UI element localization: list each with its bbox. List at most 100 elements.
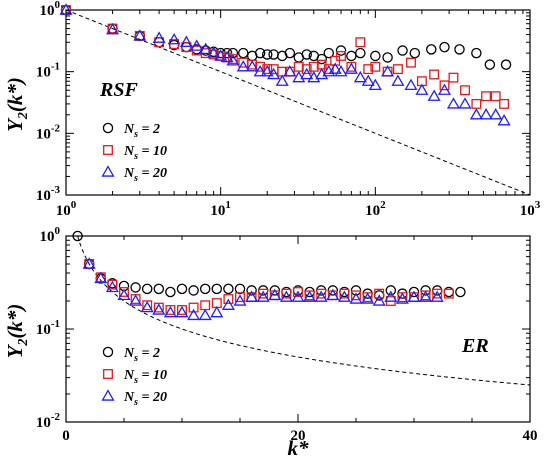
data-point-triangle — [175, 305, 189, 318]
x-tick-label: 101 — [210, 199, 231, 219]
x-axis-label: k* — [288, 436, 310, 460]
data-point-triangle — [415, 83, 429, 95]
data-point-triangle — [59, 3, 73, 15]
data-point-triangle — [279, 290, 293, 302]
legend-label-main: N — [123, 346, 135, 361]
data-point-triangle — [268, 288, 282, 301]
legend-marker-square — [103, 369, 113, 379]
data-point-square — [499, 98, 510, 109]
data-point-triangle — [353, 70, 367, 83]
legend-label-sub: s — [133, 151, 138, 162]
data-point-triangle — [361, 292, 375, 304]
data-point-circle — [355, 47, 366, 59]
tick-base: 10 — [520, 203, 535, 219]
data-point-triangle — [106, 22, 120, 35]
tick-exponent: 1 — [225, 199, 231, 211]
data-point-triangle — [190, 39, 204, 51]
data-point-circle — [500, 59, 512, 70]
data-point-circle — [199, 283, 211, 295]
data-point-square — [301, 64, 312, 75]
data-point-triangle — [479, 108, 493, 120]
data-point-circle — [439, 41, 450, 53]
y-label-sub: 2 — [16, 339, 31, 347]
data-point-circle — [257, 285, 269, 296]
tick-exponent: -2 — [51, 411, 61, 423]
data-point-triangle — [384, 290, 398, 302]
data-point-circle — [316, 53, 327, 65]
y-label-sub: 2 — [16, 112, 31, 120]
y-axis-label: Y2(k*) — [3, 77, 31, 132]
x-tick-label: 102 — [365, 199, 386, 219]
x-tick-label: 100 — [56, 199, 77, 219]
series-triangle — [82, 257, 444, 321]
data-point-circle — [370, 50, 381, 62]
data-point-circle — [397, 45, 408, 56]
y-tick-label: 10-3 — [36, 184, 61, 204]
data-point-triangle — [245, 60, 259, 72]
data-point-triangle — [105, 280, 119, 293]
data-point-triangle — [303, 290, 317, 302]
data-point-circle — [165, 286, 176, 298]
legend-marker-triangle — [101, 165, 115, 177]
tick-exponent: 0 — [55, 0, 61, 11]
series-circle — [72, 230, 466, 301]
legend-label-rest: = 10 — [138, 368, 167, 383]
data-point-square — [363, 64, 374, 75]
data-point-circle — [188, 285, 199, 296]
data-point-triangle — [446, 97, 460, 109]
data-point-triangle — [497, 114, 511, 126]
data-point-triangle — [210, 305, 224, 318]
data-point-triangle — [199, 42, 213, 55]
data-point-triangle — [129, 294, 143, 306]
data-point-square — [181, 42, 192, 53]
data-point-circle — [335, 45, 347, 56]
data-point-circle — [323, 47, 335, 59]
tick-exponent: 2 — [380, 199, 386, 211]
data-point-square — [392, 64, 403, 75]
data-point-triangle — [404, 78, 418, 91]
legend-label-sub: s — [133, 375, 138, 386]
data-point-triangle — [469, 108, 483, 120]
tick-base: 10 — [56, 203, 71, 219]
data-point-square — [370, 61, 381, 72]
data-point-circle — [223, 283, 234, 295]
data-point-circle — [276, 50, 288, 62]
legend-marker-circle — [102, 346, 114, 358]
data-point-square — [374, 288, 385, 299]
data-point-square — [351, 290, 361, 301]
legend-label-sub: s — [133, 397, 138, 408]
data-point-triangle — [391, 74, 405, 86]
series-triangle — [59, 3, 511, 126]
tick-base: 10 — [40, 3, 55, 19]
data-point-triangle — [167, 32, 181, 45]
y-tick-label: 10-2 — [36, 122, 61, 142]
data-point-triangle — [214, 49, 228, 61]
data-point-triangle — [82, 257, 96, 269]
data-point-circle — [408, 286, 420, 298]
x-tick-label: 103 — [520, 199, 541, 219]
data-point-triangle — [407, 290, 421, 302]
y-label-arg: (k*) — [3, 77, 27, 112]
data-point-triangle — [437, 83, 452, 95]
data-point-triangle — [334, 64, 348, 77]
data-point-square — [258, 288, 269, 299]
y-tick-label: 100 — [40, 0, 61, 19]
data-point-circle — [455, 286, 466, 298]
data-point-triangle — [94, 271, 108, 284]
data-point-triangle — [300, 67, 314, 80]
data-point-square — [406, 57, 416, 68]
legend-label: Ns = 2 — [123, 122, 160, 140]
data-point-circle — [327, 285, 339, 296]
legend-label-main: N — [123, 368, 135, 383]
data-point-square — [460, 85, 470, 96]
legend-label-rest: = 20 — [138, 166, 167, 181]
data-point-triangle — [221, 298, 235, 310]
series-square — [84, 259, 454, 315]
legend-label-sub: s — [133, 173, 138, 184]
tick-base: 10 — [36, 65, 51, 81]
legend-label-main: N — [123, 144, 135, 159]
